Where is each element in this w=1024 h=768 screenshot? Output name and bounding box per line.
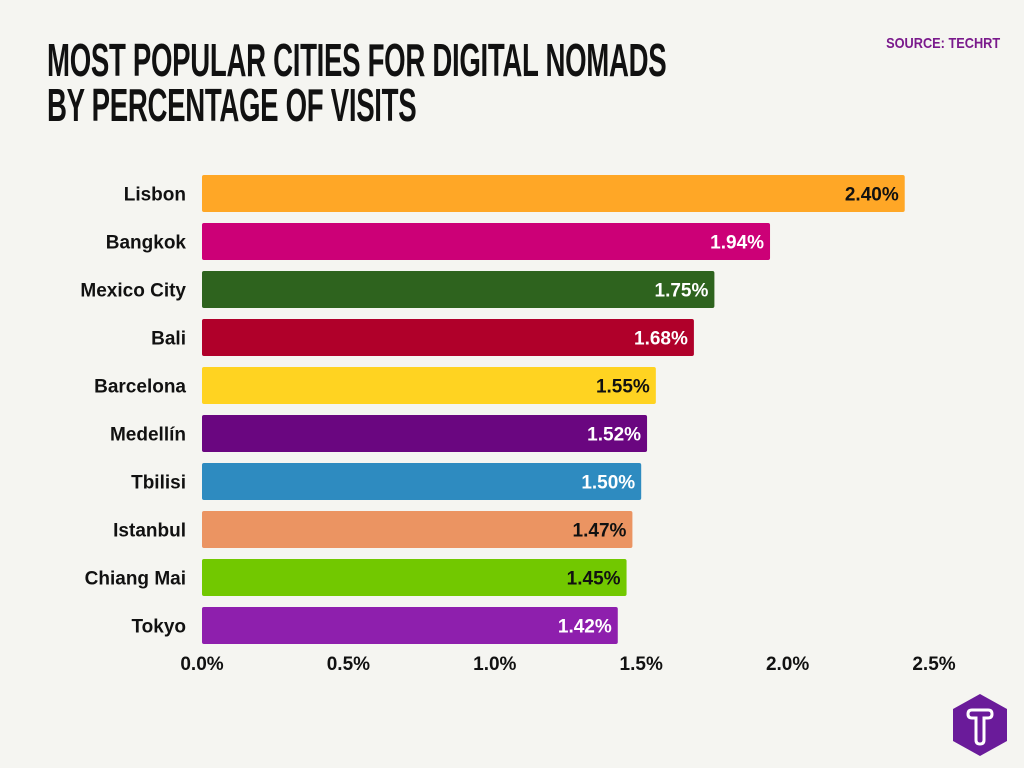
category-label: Chiang Mai: [85, 569, 186, 590]
category-label: Medellín: [110, 425, 186, 446]
category-label: Lisbon: [124, 185, 186, 206]
x-tick-label: 1.0%: [473, 654, 516, 675]
data-label: 1.42%: [558, 617, 612, 638]
data-label: 1.52%: [587, 425, 641, 446]
bar: [202, 319, 694, 356]
x-tick-label: 0.5%: [327, 654, 370, 675]
category-label: Tokyo: [131, 617, 186, 638]
bar: [202, 463, 642, 500]
category-label: Mexico City: [80, 281, 186, 302]
category-label: Bali: [151, 329, 186, 350]
data-label: 1.47%: [573, 521, 627, 542]
data-label: 1.45%: [567, 569, 621, 590]
source-label: SOURCE: TECHRT: [885, 35, 1000, 52]
data-label: 1.55%: [596, 377, 650, 398]
bar: [202, 367, 656, 404]
data-label: 1.94%: [710, 233, 764, 254]
x-tick-label: 2.0%: [766, 654, 809, 675]
x-tick-label: 0.0%: [180, 654, 223, 675]
techrt-logo-icon: [953, 694, 1007, 756]
bar: [202, 415, 648, 452]
chart-title: MOST POPULAR CITIES FOR DIGITAL NOMADS B…: [47, 34, 667, 131]
bar: [202, 511, 633, 548]
data-label: 1.68%: [634, 329, 688, 350]
category-label: Barcelona: [94, 377, 186, 398]
category-label: Bangkok: [106, 233, 187, 254]
bar: [202, 223, 771, 260]
category-label: Istanbul: [113, 521, 186, 542]
title-line-1: MOST POPULAR CITIES FOR DIGITAL NOMADS: [47, 34, 667, 86]
data-label: 2.40%: [845, 185, 899, 206]
bar: [202, 607, 618, 644]
data-label: 1.75%: [655, 281, 709, 302]
bar: [202, 175, 905, 212]
x-tick-label: 2.5%: [912, 654, 955, 675]
data-label: 1.50%: [581, 473, 635, 494]
category-label: Tbilisi: [131, 473, 186, 494]
x-tick-label: 1.5%: [620, 654, 663, 675]
bar: [202, 271, 715, 308]
title-line-2: BY PERCENTAGE OF VISITS: [47, 79, 417, 131]
bar: [202, 559, 627, 596]
